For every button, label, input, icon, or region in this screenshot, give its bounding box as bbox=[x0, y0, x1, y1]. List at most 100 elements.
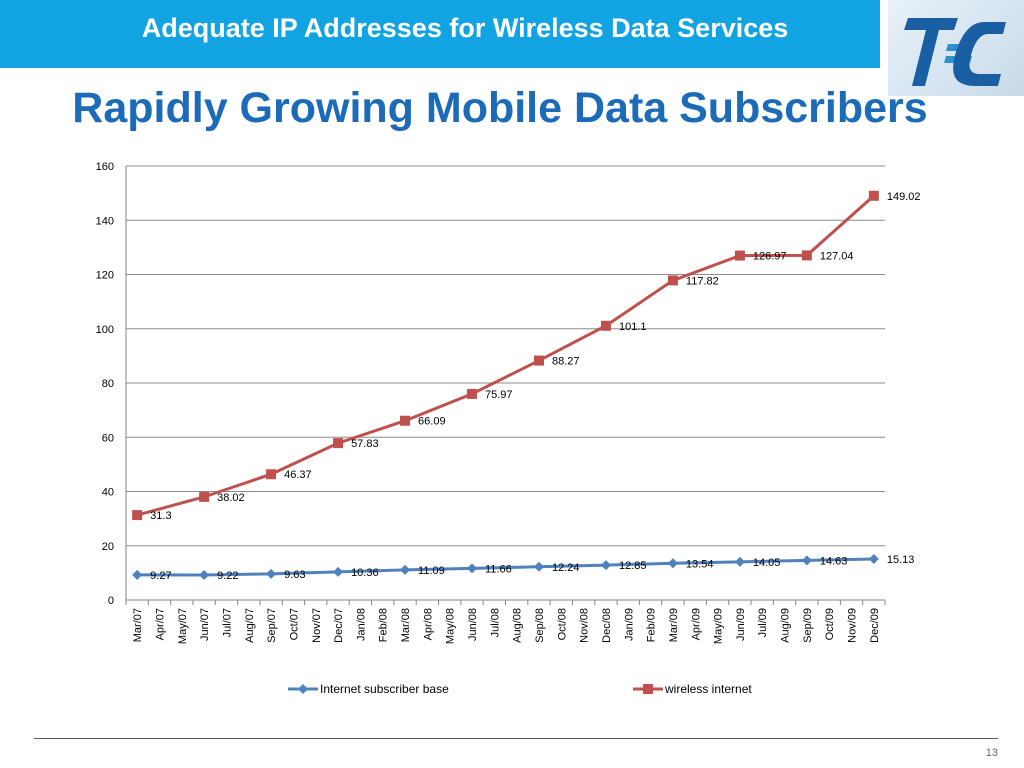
x-tick-label: Jan/09 bbox=[623, 608, 635, 641]
data-point-diamond bbox=[199, 569, 210, 580]
footer-divider bbox=[34, 738, 998, 739]
data-label: 38.02 bbox=[217, 492, 245, 504]
x-tick-label: Apr/07 bbox=[154, 608, 166, 640]
x-tick-label: Jul/08 bbox=[489, 608, 501, 637]
data-label: 9.63 bbox=[284, 569, 305, 581]
y-tick-label: 20 bbox=[102, 541, 114, 553]
series-line-1 bbox=[137, 557, 874, 577]
x-tick-label: Dec/08 bbox=[601, 608, 613, 643]
data-point-diamond bbox=[667, 558, 678, 569]
x-tick-label: Aug/08 bbox=[512, 608, 524, 643]
x-tick-label: Feb/09 bbox=[646, 608, 658, 642]
series-line-2 bbox=[136, 194, 875, 517]
x-tick-label: May/09 bbox=[713, 608, 725, 644]
data-label: 13.54 bbox=[686, 558, 714, 570]
x-tick-label: Jul/07 bbox=[221, 608, 233, 637]
data-label: 149.02 bbox=[887, 191, 921, 203]
data-label: 31.3 bbox=[150, 510, 171, 522]
x-tick-label: Apr/08 bbox=[422, 608, 434, 640]
data-point-diamond bbox=[333, 566, 344, 577]
x-tick-label: Apr/09 bbox=[690, 608, 702, 640]
data-label: 15.13 bbox=[887, 554, 915, 566]
data-label: 9.27 bbox=[150, 570, 171, 582]
y-tick-label: 140 bbox=[96, 215, 114, 227]
data-point-square bbox=[868, 190, 879, 201]
data-point-square bbox=[801, 250, 812, 261]
data-label: 14.63 bbox=[820, 555, 848, 567]
data-point-square bbox=[467, 388, 478, 399]
x-tick-label: Sep/08 bbox=[534, 608, 546, 643]
x-tick-label: Jun/07 bbox=[199, 608, 211, 641]
y-tick-label: 120 bbox=[96, 270, 114, 282]
x-tick-label: May/08 bbox=[445, 608, 457, 644]
data-point-diamond bbox=[400, 564, 411, 575]
data-point-diamond bbox=[132, 569, 143, 580]
x-tick-label: May/07 bbox=[177, 608, 189, 644]
x-tick-label: Nov/08 bbox=[579, 608, 591, 643]
data-point-diamond bbox=[600, 560, 611, 571]
y-tick-label: 0 bbox=[108, 595, 114, 607]
data-point-square bbox=[199, 491, 210, 502]
logo bbox=[888, 0, 1024, 96]
data-label: 126.97 bbox=[753, 251, 787, 263]
data-label: 9.22 bbox=[217, 570, 238, 582]
data-point-square bbox=[734, 250, 745, 261]
x-tick-label: Dec/09 bbox=[869, 608, 881, 643]
data-point-square bbox=[667, 275, 678, 286]
x-tick-label: Nov/07 bbox=[311, 608, 323, 643]
legend-marker-diamond bbox=[298, 684, 308, 694]
data-point-diamond bbox=[868, 553, 879, 564]
data-point-square bbox=[266, 469, 277, 480]
x-tick-label: Mar/08 bbox=[400, 608, 412, 642]
x-tick-label: Feb/08 bbox=[378, 608, 390, 642]
data-point-diamond bbox=[467, 563, 478, 574]
x-tick-label: Oct/09 bbox=[824, 608, 836, 640]
line-chart: 0 20 40 60 80 100 120 140 160 Mar/07 Apr/07 May/07 J… bbox=[96, 161, 921, 696]
data-point-square bbox=[600, 320, 611, 331]
data-label: 46.37 bbox=[284, 469, 312, 481]
data-label: 12.24 bbox=[552, 562, 580, 574]
x-tick-label: Nov/09 bbox=[847, 608, 859, 643]
y-tick-label: 60 bbox=[102, 432, 114, 444]
data-label: 12.85 bbox=[619, 560, 647, 572]
data-label: 11.66 bbox=[485, 563, 512, 575]
data-point-diamond bbox=[533, 561, 544, 572]
x-tick-label: Mar/07 bbox=[132, 608, 144, 642]
y-tick-label: 160 bbox=[96, 161, 114, 173]
x-tick-label: Oct/08 bbox=[556, 608, 568, 640]
header-bar bbox=[0, 0, 880, 68]
data-point-square bbox=[132, 510, 143, 521]
y-tick-label: 40 bbox=[102, 487, 114, 499]
data-point-square bbox=[533, 355, 544, 366]
slide-title: Rapidly Growing Mobile Data Subscribers bbox=[72, 84, 928, 132]
x-tick-label: Dec/07 bbox=[333, 608, 345, 643]
data-label: 57.83 bbox=[351, 438, 379, 450]
data-point-diamond bbox=[734, 556, 745, 567]
data-label: 14.05 bbox=[753, 557, 781, 569]
data-label: 75.97 bbox=[485, 389, 513, 401]
data-label: 10.36 bbox=[351, 567, 379, 579]
data-label: 127.04 bbox=[820, 250, 854, 262]
data-point-diamond bbox=[801, 555, 812, 566]
legend-label: Internet subscriber base bbox=[320, 682, 449, 696]
y-tick-label: 100 bbox=[96, 324, 114, 336]
x-tick-label: Mar/09 bbox=[668, 608, 680, 642]
x-tick-label: Sep/07 bbox=[266, 608, 278, 643]
header-title: Adequate IP Addresses for Wireless Data … bbox=[141, 13, 789, 43]
legend-marker-square bbox=[643, 684, 653, 694]
data-label: 66.09 bbox=[418, 416, 446, 428]
x-tick-label: Jun/09 bbox=[735, 608, 747, 641]
page-number: 13 bbox=[985, 747, 998, 759]
x-tick-label: Jun/08 bbox=[467, 608, 479, 641]
data-label: 11.09 bbox=[418, 565, 445, 577]
data-label: 88.27 bbox=[552, 356, 580, 368]
x-tick-label: Jul/09 bbox=[757, 608, 769, 637]
x-tick-label: Oct/07 bbox=[288, 608, 300, 640]
tfc-logo-icon bbox=[904, 18, 1006, 86]
y-tick-label: 80 bbox=[102, 378, 114, 390]
x-tick-label: Aug/09 bbox=[780, 608, 792, 643]
data-label: 101.1 bbox=[619, 321, 647, 333]
data-point-diamond bbox=[266, 568, 277, 579]
x-tick-label: Aug/07 bbox=[244, 608, 256, 643]
x-tick-label: Sep/09 bbox=[802, 608, 814, 643]
